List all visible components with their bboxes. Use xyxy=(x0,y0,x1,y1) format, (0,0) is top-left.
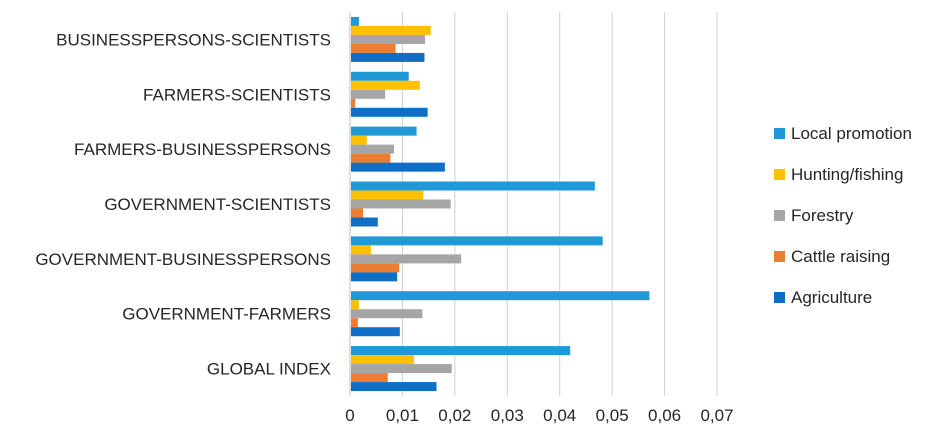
bar xyxy=(351,236,603,246)
x-tick-label: 0,05 xyxy=(596,406,629,425)
x-tick-label: 0,02 xyxy=(438,406,471,425)
legend-swatch xyxy=(774,292,785,303)
bar xyxy=(351,52,425,62)
legend-label: Hunting/fishing xyxy=(791,165,903,184)
x-tick-label: 0,06 xyxy=(648,406,681,425)
bar xyxy=(351,208,364,218)
bar xyxy=(351,98,356,108)
legend: Local promotion Hunting/fishing Forestry Ca… xyxy=(774,124,912,307)
bar xyxy=(351,16,359,26)
bar xyxy=(351,25,431,35)
category-labels: BUSINESSPERSONS-SCIENTISTS FARMERS-SCIENT… xyxy=(35,30,331,378)
bar xyxy=(351,126,417,136)
bar xyxy=(351,263,400,273)
bar xyxy=(351,199,451,209)
bar xyxy=(351,373,388,383)
bar xyxy=(351,364,452,374)
legend-label: Forestry xyxy=(791,206,854,225)
bar xyxy=(351,217,378,227)
bar xyxy=(351,291,650,301)
bar xyxy=(351,34,425,44)
bars xyxy=(351,16,650,392)
bar xyxy=(351,43,396,53)
category-label: GLOBAL INDEX xyxy=(207,360,331,379)
bar xyxy=(351,107,428,117)
x-tick-label: 0,01 xyxy=(386,406,419,425)
bar xyxy=(351,71,409,81)
bar xyxy=(351,190,424,200)
bar xyxy=(351,300,359,310)
bar xyxy=(351,309,423,319)
bar xyxy=(351,355,414,365)
legend-swatch xyxy=(774,169,785,180)
x-tick-label: 0 xyxy=(345,406,354,425)
category-label: FARMERS-SCIENTISTS xyxy=(143,85,331,104)
bar xyxy=(351,382,437,392)
bar xyxy=(351,89,386,99)
bar xyxy=(351,181,595,191)
bar xyxy=(351,162,445,172)
bar xyxy=(351,135,367,145)
x-tick-labels: 0 0,01 0,02 0,03 0,04 0,05 0,06 0,07 xyxy=(345,406,733,425)
x-tick-label: 0,07 xyxy=(700,406,733,425)
legend-swatch xyxy=(774,128,785,139)
category-label: GOVERNMENT-SCIENTISTS xyxy=(104,195,331,214)
legend-swatch xyxy=(774,251,785,262)
x-tick-label: 0,04 xyxy=(543,406,576,425)
legend-label: Local promotion xyxy=(791,124,912,143)
category-label: FARMERS-BUSINESSPERSONS xyxy=(74,140,331,159)
bar xyxy=(351,144,395,154)
bar xyxy=(351,80,420,90)
legend-label: Agriculture xyxy=(791,288,872,307)
bar xyxy=(351,327,400,337)
bar xyxy=(351,153,391,163)
category-label: GOVERNMENT-FARMERS xyxy=(122,305,331,324)
bar xyxy=(351,318,358,328)
legend-label: Cattle raising xyxy=(791,247,890,266)
bar xyxy=(351,346,571,356)
category-label: BUSINESSPERSONS-SCIENTISTS xyxy=(56,30,331,49)
bar xyxy=(351,272,398,282)
bar xyxy=(351,245,371,255)
category-label: GOVERNMENT-BUSINESSPERSONS xyxy=(35,250,331,269)
bar xyxy=(351,254,462,264)
legend-swatch xyxy=(774,210,785,221)
x-tick-label: 0,03 xyxy=(491,406,524,425)
